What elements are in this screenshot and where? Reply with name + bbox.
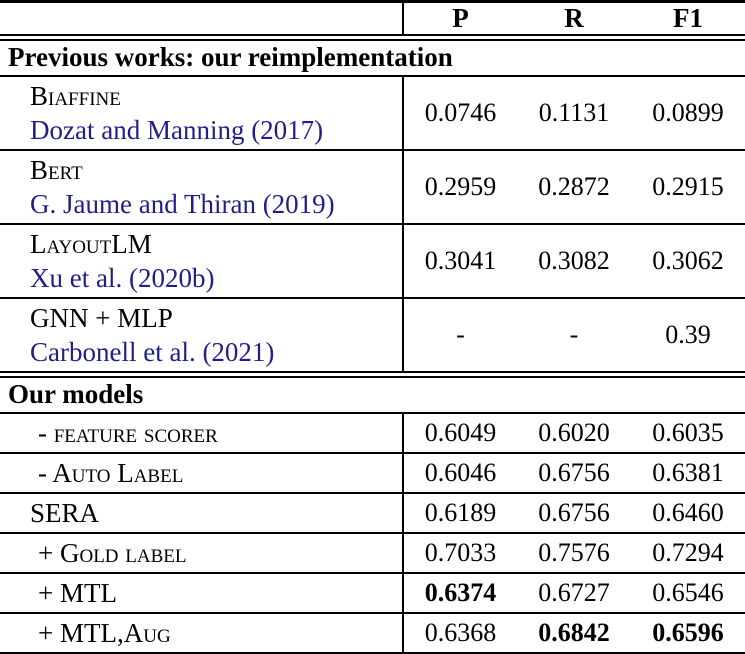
metric-p: 0.6374 — [403, 573, 517, 614]
metric-f1: 0.3062 — [631, 224, 745, 299]
header-empty-cell — [0, 0, 404, 41]
model-name: Bert — [30, 155, 83, 185]
table-row-layoutlm: LayoutLM Xu et al. (2020b) 0.3041 0.3082… — [0, 224, 745, 299]
metric-p: 0.6368 — [403, 613, 517, 654]
metric-f1: 0.7294 — [631, 533, 745, 574]
citation-link[interactable]: Carbonell et al. (2021) — [30, 337, 275, 367]
table-row-bert: Bert G. Jaume and Thiran (2019) 0.2959 0… — [0, 150, 745, 225]
model-name: + MTL,Aug — [38, 618, 171, 648]
metric-p: 0.6049 — [403, 413, 517, 454]
column-header-r: R — [517, 0, 631, 41]
header-row: P R F1 — [0, 0, 745, 41]
column-header-f1: F1 — [631, 0, 745, 41]
table-row-mtl-aug: + MTL,Aug 0.6368 0.6842 0.6596 — [0, 613, 745, 654]
metric-r: 0.6842 — [517, 613, 631, 654]
model-name: SERA — [30, 498, 100, 528]
column-header-p: P — [403, 0, 517, 41]
metric-r: 0.6756 — [517, 493, 631, 534]
model-name: Biaffine — [30, 81, 121, 111]
table-row-gold-label: + Gold label 0.7033 0.7576 0.7294 — [0, 533, 745, 574]
table-row-feature-scorer: - feature scorer 0.6049 0.6020 0.6035 — [0, 413, 745, 454]
table-row-biaffine: Biaffine Dozat and Manning (2017) 0.0746… — [0, 76, 745, 151]
section-title: Previous works: our reimplementation — [0, 37, 745, 77]
metric-f1: 0.6460 — [631, 493, 745, 534]
section-header-previous-works: Previous works: our reimplementation — [0, 37, 745, 77]
metric-p: - — [456, 320, 465, 349]
table-row-gnn-mlp: GNN + MLP Carbonell et al. (2021) - - 0.… — [0, 298, 745, 375]
metric-f1: 0.2915 — [631, 150, 745, 225]
metric-f1: 0.6596 — [631, 613, 745, 654]
metric-r: 0.6020 — [517, 413, 631, 454]
model-name: GNN + MLP — [30, 303, 173, 333]
metric-p: 0.0746 — [403, 76, 517, 151]
metric-p: 0.2959 — [403, 150, 517, 225]
model-name: + MTL — [38, 578, 117, 608]
table-row-auto-label: - Auto Label 0.6046 0.6756 0.6381 — [0, 453, 745, 494]
metric-f1: 0.6035 — [631, 413, 745, 454]
section-header-our-models: Our models — [0, 371, 745, 414]
model-name: - Auto Label — [38, 458, 184, 488]
metric-r: 0.6756 — [517, 453, 631, 494]
metric-f1: 0.6546 — [631, 573, 745, 614]
metric-r: 0.3082 — [517, 224, 631, 299]
metric-f1: 0.6381 — [631, 453, 745, 494]
metric-r: 0.2872 — [517, 150, 631, 225]
metric-p: 0.3041 — [403, 224, 517, 299]
metric-f1: 0.39 — [665, 320, 711, 349]
citation-link[interactable]: Xu et al. (2020b) — [30, 263, 215, 293]
model-name: + Gold label — [38, 538, 187, 568]
metric-r: 0.7576 — [517, 533, 631, 574]
table-row-sera: SERA 0.6189 0.6756 0.6460 — [0, 493, 745, 534]
section-title: Our models — [0, 371, 745, 414]
metric-p: 0.7033 — [403, 533, 517, 574]
metric-r: 0.1131 — [517, 76, 631, 151]
metric-p: 0.6046 — [403, 453, 517, 494]
citation-link[interactable]: G. Jaume and Thiran (2019) — [30, 189, 335, 219]
metric-r: - — [569, 320, 579, 349]
metric-f1: 0.0899 — [631, 76, 745, 151]
metric-r: 0.6727 — [517, 573, 631, 614]
model-name: - feature scorer — [38, 418, 218, 448]
citation-link[interactable]: Dozat and Manning (2017) — [30, 115, 324, 145]
metric-p: 0.6189 — [403, 493, 517, 534]
table-row-mtl: + MTL 0.6374 0.6727 0.6546 — [0, 573, 745, 614]
model-name: LayoutLM — [30, 229, 152, 259]
